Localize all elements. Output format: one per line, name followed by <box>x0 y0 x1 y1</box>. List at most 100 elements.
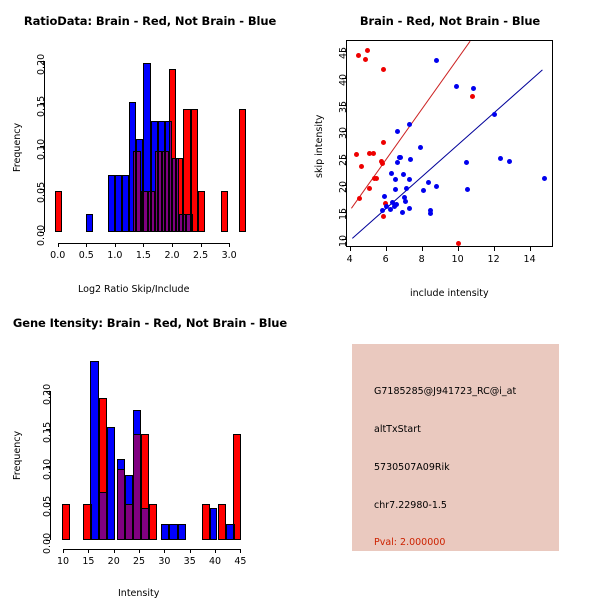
panel-ratio-histogram: RatioData: Brain - Red, Not Brain - Blue… <box>0 0 300 300</box>
histogram-bar-brain <box>218 504 227 540</box>
y-tickmark <box>342 238 346 240</box>
gene-histogram-plot-area: 0.00 0.05 0.10 0.15 0.20 10 15 20 25 30 35 40 45 <box>0 300 300 600</box>
scatter-point-not-brain <box>382 193 388 199</box>
scatter-point-not-brain <box>394 129 400 135</box>
histogram-bar-overlap <box>233 524 236 540</box>
y-tick-label: 30 <box>338 127 349 140</box>
scatter-point-not-brain <box>425 180 431 186</box>
histogram-bar-overlap <box>116 469 125 540</box>
histogram-bar-overlap <box>141 508 150 540</box>
histogram-bar-overlap <box>98 491 107 540</box>
y-tick-label: 0.10 <box>36 139 47 161</box>
scatter-point-not-brain <box>402 194 408 200</box>
x-tick-label: 1.0 <box>107 250 123 261</box>
x-tickmark <box>139 549 141 553</box>
scatter-point-brain <box>379 161 385 167</box>
event-type-text: altTxStart <box>374 424 421 435</box>
scatter-point-not-brain <box>418 144 424 150</box>
panel-gene-info: G7185285@J941723_RC@i_at altTxStart 5730… <box>300 300 600 600</box>
ratio-histogram-plot-area: 0.00 0.05 0.10 0.15 0.20 0.0 0.5 1.0 1.5 2.0 2.5 3.… <box>0 0 300 300</box>
y-tickmark <box>46 540 50 541</box>
scatter-point-brain <box>456 240 462 246</box>
x-tick-label: 35 <box>183 556 196 567</box>
gene-histogram-title: Gene Itensity: Brain - Red, Not Brain - … <box>12 316 288 330</box>
y-axis-line <box>50 391 51 540</box>
scatter-point-not-brain <box>428 207 434 213</box>
y-tick-label: 0.20 <box>42 384 53 406</box>
histogram-bar-brain <box>233 433 242 540</box>
scatter-point-brain <box>356 53 362 59</box>
x-axis-line <box>57 243 230 244</box>
x-tick-label: 45 <box>234 556 247 567</box>
y-tick-label: 40 <box>338 73 349 86</box>
probe-id-text: G7185285@J941723_RC@i_at <box>374 386 517 397</box>
x-tickmark <box>63 549 65 553</box>
y-tickmark <box>40 103 44 105</box>
x-tick-label: 25 <box>133 556 146 567</box>
y-tick-label: 25 <box>338 154 349 167</box>
x-axis-line <box>63 549 241 550</box>
x-tick-label: 15 <box>82 556 95 567</box>
scatter-plot-area: 10 15 20 25 30 35 40 45 4 6 8 10 12 14 <box>300 0 600 300</box>
histogram-bar-overlap <box>90 504 93 540</box>
histogram-bar-not-brain <box>161 524 170 540</box>
y-tickmark <box>40 232 44 233</box>
gene-symbol-text: 5730507A09Rik <box>374 462 450 473</box>
x-tick-label: 2.0 <box>164 250 180 261</box>
scatter-point-not-brain <box>393 176 399 182</box>
y-tick-label: 0.10 <box>42 458 53 480</box>
y-tickmark <box>342 185 346 187</box>
x-tick-label: 1.5 <box>135 250 151 261</box>
x-tickmark <box>114 243 116 247</box>
x-tick-label: 4 <box>346 254 353 265</box>
scatter-point-brain <box>380 66 386 72</box>
y-tick-label: 45 <box>338 46 349 59</box>
histogram-bar-overlap <box>190 214 194 232</box>
histogram-bar-not-brain <box>114 175 122 232</box>
histogram-bar-overlap <box>133 150 137 232</box>
scatter-point-not-brain <box>403 185 409 191</box>
x-tickmark <box>385 247 387 251</box>
y-tickmark <box>40 146 44 148</box>
x-tickmark <box>215 549 217 553</box>
y-tick-label: 0.15 <box>42 421 53 443</box>
histogram-bar-not-brain <box>86 214 94 232</box>
x-tick-label: 30 <box>158 556 171 567</box>
scatter-point-not-brain <box>406 177 412 183</box>
scatter-point-brain <box>374 176 380 182</box>
histogram-bar-brain <box>62 504 71 540</box>
x-tickmark <box>88 549 90 553</box>
y-tick-label: 0.05 <box>42 495 53 517</box>
scatter-point-not-brain <box>421 187 426 193</box>
scatter-point-not-brain <box>384 204 390 210</box>
histogram-bar-brain <box>197 190 205 232</box>
y-tick-label: 0.00 <box>36 224 47 246</box>
histogram-bar-overlap <box>157 150 162 232</box>
histogram-bar-overlap <box>154 150 158 232</box>
scatter-point-brain <box>358 163 364 169</box>
y-tickmark <box>46 465 50 467</box>
scatter-point-not-brain <box>394 160 400 165</box>
y-tick-label: 35 <box>338 100 349 113</box>
scatter-point-not-brain <box>407 156 413 162</box>
y-tickmark <box>342 212 346 214</box>
histogram-bar-overlap <box>162 150 165 232</box>
histogram-bar-brain <box>220 190 228 232</box>
scatter-point-not-brain <box>465 187 471 193</box>
y-tickmark <box>342 50 346 52</box>
x-tick-label: 10 <box>451 254 464 265</box>
histogram-bar-overlap <box>136 150 141 232</box>
histogram-bar-brain <box>82 504 91 540</box>
y-tickmark <box>40 60 44 62</box>
scatter-point-not-brain <box>433 58 439 64</box>
x-tick-label: 12 <box>487 254 500 265</box>
x-tick-label: 2.5 <box>193 250 209 261</box>
x-tickmark <box>229 243 231 247</box>
scatter-point-brain <box>357 196 363 202</box>
x-tickmark <box>493 247 495 251</box>
y-tick-label: 0.15 <box>36 96 47 118</box>
histogram-bar-overlap <box>176 158 180 232</box>
x-tickmark <box>189 549 191 553</box>
x-tickmark <box>172 243 173 247</box>
x-tick-label: 40 <box>209 556 222 567</box>
